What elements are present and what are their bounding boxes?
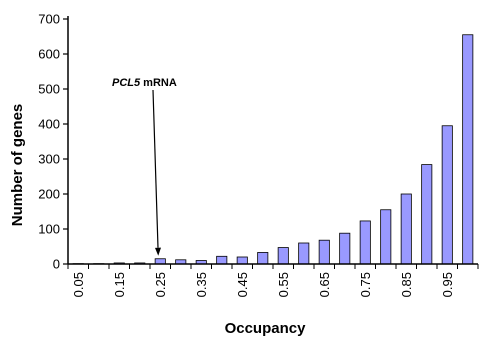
- x-tick-label: 0.25: [153, 272, 168, 297]
- y-tick-label: 100: [38, 222, 60, 237]
- x-tick-label: 0.95: [440, 272, 455, 297]
- y-tick-label: 700: [38, 12, 60, 27]
- x-tick-label: 0.15: [112, 272, 127, 297]
- bar-0.4: [216, 255, 228, 265]
- y-tick-label: 200: [38, 187, 60, 202]
- x-tick-label: 0.45: [235, 272, 250, 297]
- bar-0.95: [441, 125, 453, 265]
- x-tick-label: 0.35: [194, 272, 209, 297]
- annotation-label: PCL5 mRNA: [112, 77, 177, 89]
- y-axis-title: Number of genes: [9, 104, 26, 227]
- bar-1: [462, 34, 474, 265]
- x-tick-label: 0.05: [71, 272, 86, 297]
- axes-group: [67, 16, 478, 265]
- bar-0.7: [339, 232, 351, 265]
- bars-group: [72, 34, 474, 265]
- bar-0.45: [236, 256, 248, 265]
- y-tick-label: 600: [38, 47, 60, 62]
- bar-0.8: [380, 209, 392, 265]
- x-axis-title: Occupancy: [225, 320, 307, 337]
- y-tick-label: 400: [38, 117, 60, 132]
- bar-0.6: [298, 242, 310, 265]
- annotation-text: mRNA: [140, 77, 177, 89]
- annotation-arrow-line: [152, 89, 159, 248]
- y-tick-label: 300: [38, 152, 60, 167]
- y-tick-label: 500: [38, 82, 60, 97]
- bar-0.65: [318, 239, 330, 265]
- annotation-arrow-head: [155, 247, 161, 256]
- y-ticks-group: 0 100 200 300 400 500 600 700: [38, 12, 68, 272]
- pcl5-annotation: PCL5 mRNA: [112, 77, 177, 256]
- x-tick-label: 0.75: [358, 272, 373, 297]
- x-tick-label: 0.85: [399, 272, 414, 297]
- bar-0.75: [359, 220, 371, 265]
- y-tick-label: 0: [53, 257, 60, 272]
- bar-0.5: [257, 252, 269, 265]
- x-ticks-group: 0.05 0.15 0.25 0.35 0.45 0.55 0.65 0.75 0.85 0.95: [67, 264, 479, 297]
- x-tick-label: 0.65: [317, 272, 332, 297]
- bar-0.85: [400, 193, 412, 265]
- bar-0.9: [421, 164, 433, 265]
- bar-0.25: [154, 258, 166, 265]
- x-tick-label: 0.55: [276, 272, 291, 297]
- bar-0.55: [277, 247, 289, 265]
- annotation-italic: PCL5: [112, 77, 141, 89]
